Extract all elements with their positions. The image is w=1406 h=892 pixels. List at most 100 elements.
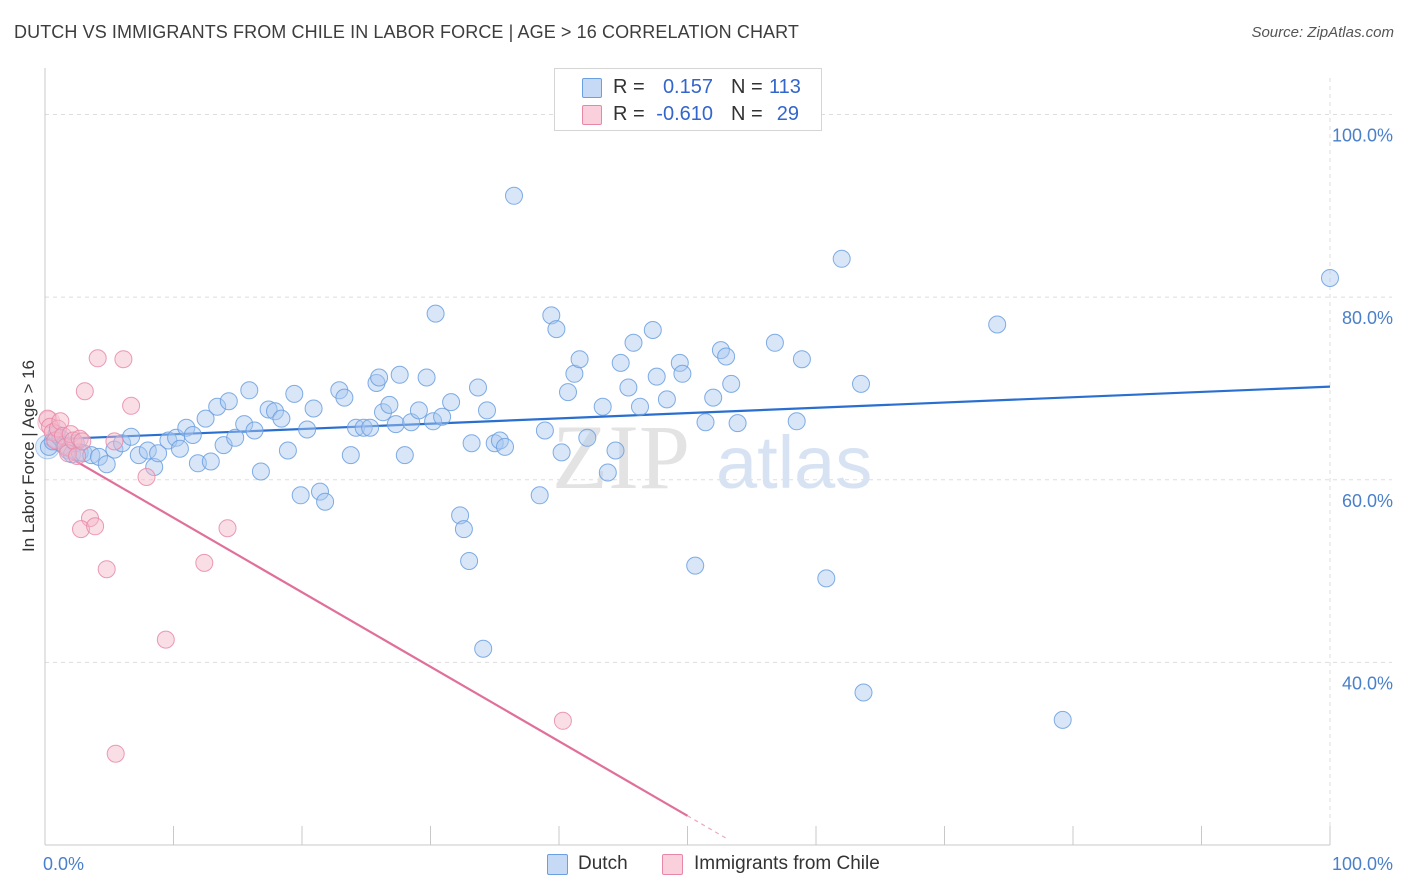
series-swatch-chile: [662, 854, 683, 875]
dutch-point: [251, 462, 270, 481]
dutch-point: [409, 401, 428, 420]
chile-point: [553, 711, 572, 730]
dutch-point: [469, 378, 487, 397]
dutch-point: [226, 428, 245, 447]
dutch-point: [208, 397, 227, 416]
dutch-point: [170, 439, 189, 458]
chile-point: [72, 520, 90, 539]
dutch-point: [291, 486, 310, 505]
legend-n-value: 29: [776, 103, 799, 125]
chart-source: Source: ZipAtlas.com: [1251, 24, 1394, 41]
trend-lines: [44, 385, 1331, 839]
dutch-point: [259, 400, 278, 419]
legend-r-label: R =: [613, 103, 645, 125]
dutch-point: [535, 421, 554, 440]
dutch-point: [505, 186, 523, 205]
dutch-point: [570, 350, 589, 369]
dutch-point: [145, 458, 164, 476]
dutch-point: [606, 441, 625, 460]
dutch-point: [122, 427, 141, 446]
axes: [44, 68, 1331, 846]
dutch-point: [559, 383, 577, 402]
dutch-point: [278, 441, 297, 460]
legend-n-label: N =: [731, 103, 763, 125]
dutch-point: [611, 353, 630, 372]
dutch-point: [341, 446, 360, 465]
dutch-point: [240, 381, 259, 400]
dutch-point: [728, 414, 747, 433]
dutch-point: [82, 446, 101, 465]
chile-point: [88, 349, 107, 368]
dutch-point: [311, 482, 329, 501]
dutch-point: [462, 434, 481, 453]
dutch-point: [97, 455, 116, 474]
dutch-point: [624, 333, 643, 352]
y-tick-label: 60.0%: [1342, 491, 1393, 511]
dutch-point: [1053, 710, 1072, 729]
dutch-point: [298, 420, 317, 439]
dutch-point: [138, 441, 157, 460]
dutch-point: [496, 437, 514, 456]
dutch-point: [149, 444, 168, 463]
dutch-point: [374, 403, 392, 422]
chile-point: [73, 432, 92, 451]
dutch-point: [832, 249, 851, 268]
dutch-point: [988, 315, 1007, 334]
dutch-point: [542, 306, 561, 325]
series-swatch-dutch: [547, 854, 568, 875]
chile-point: [105, 432, 124, 451]
dutch-point: [424, 412, 443, 431]
chile-point: [114, 350, 133, 369]
dutch-point: [129, 446, 148, 465]
dutch-point: [852, 374, 870, 393]
dutch-point: [454, 520, 473, 539]
x-tick-label: 0.0%: [43, 854, 84, 874]
dutch-point: [792, 350, 811, 369]
dutch-point: [1321, 269, 1339, 287]
y-tick-label: 40.0%: [1342, 673, 1393, 693]
dutch-point: [214, 436, 233, 455]
chile-point: [156, 630, 175, 649]
chile-point: [97, 560, 116, 579]
dutch-point: [245, 421, 264, 440]
dutch-point: [696, 413, 715, 432]
dutch-point: [335, 388, 354, 407]
dutch-point: [219, 392, 238, 411]
dutch-point: [380, 395, 399, 414]
watermark-atlas: atlas: [716, 421, 872, 504]
dutch-point: [361, 418, 380, 437]
dutch-point: [460, 552, 479, 570]
dutch-point: [631, 397, 649, 416]
chile-trend-line: [44, 442, 689, 817]
series-legend: Dutch Immigrants from Chile: [0, 852, 1406, 878]
y-tick-label: 100.0%: [1332, 126, 1393, 146]
dutch-point: [90, 447, 108, 466]
legend-r-value: 0.157: [662, 76, 713, 98]
dutch-point: [670, 353, 689, 372]
dutch-point: [417, 368, 436, 387]
dutch-point: [854, 683, 873, 702]
dutch-point: [177, 418, 196, 437]
chile-point: [122, 396, 141, 415]
dutch-point: [598, 463, 617, 482]
x-tick-label: 100.0%: [1332, 854, 1393, 874]
chile-trend-extension: [687, 815, 727, 839]
chart-title: DUTCH VS IMMIGRANTS FROM CHILE IN LABOR …: [14, 22, 800, 42]
dutch-point: [304, 399, 323, 418]
dutch-point: [390, 365, 409, 384]
dutch-point: [704, 388, 723, 407]
dutch-point: [426, 304, 445, 323]
dutch-point: [722, 374, 741, 393]
correlation-legend: R = 0.157 N = 113 R = -0.610 N = 29: [554, 68, 822, 131]
legend-swatch-dutch: [582, 78, 602, 98]
dutch-point: [717, 347, 736, 366]
dutch-point: [272, 409, 291, 428]
dutch-point: [765, 333, 784, 352]
dutch-point: [201, 452, 220, 471]
dutch-point: [451, 506, 470, 525]
series-label-dutch: Dutch: [578, 853, 628, 874]
dutch-point: [552, 443, 571, 462]
dutch-point: [647, 367, 666, 386]
dutch-point: [442, 393, 461, 412]
scatter-points: [35, 186, 1339, 763]
